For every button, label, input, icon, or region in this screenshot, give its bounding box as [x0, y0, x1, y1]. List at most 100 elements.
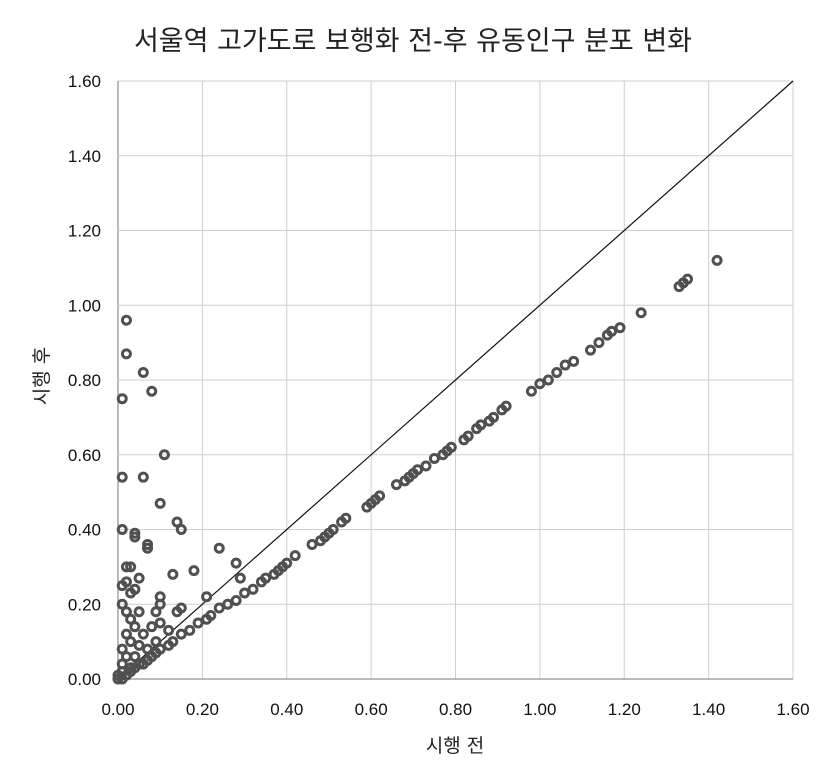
- data-point: [125, 636, 137, 648]
- x-tick-label: 1.00: [523, 700, 556, 719]
- data-point: [146, 621, 158, 633]
- data-point: [125, 561, 137, 573]
- data-point: [281, 557, 293, 569]
- data-point: [154, 617, 166, 629]
- x-tick-label: 0.60: [355, 700, 388, 719]
- data-point: [222, 598, 234, 610]
- data-point: [146, 385, 158, 397]
- data-point: [525, 385, 537, 397]
- data-point: [239, 587, 251, 599]
- x-tick-label: 0.20: [186, 700, 219, 719]
- data-point: [585, 344, 596, 356]
- data-point: [462, 430, 474, 442]
- data-point: [120, 314, 132, 326]
- x-tick-label: 0.40: [270, 700, 303, 719]
- data-point: [234, 572, 246, 584]
- data-point: [412, 464, 424, 476]
- data-point: [593, 337, 605, 349]
- data-point: [133, 658, 145, 670]
- data-point: [192, 617, 204, 629]
- data-point: [230, 557, 242, 569]
- data-point: [184, 624, 196, 636]
- reference-line: [117, 80, 794, 680]
- data-point: [133, 572, 145, 584]
- data-point: [682, 273, 694, 285]
- data-point: [116, 524, 128, 535]
- data-point: [116, 393, 128, 405]
- y-tick-label: 0.40: [68, 521, 101, 540]
- data-point: [500, 400, 512, 412]
- x-axis-label: 시행 전: [426, 735, 484, 757]
- data-point: [340, 512, 352, 524]
- data-point: [260, 572, 272, 584]
- data-point: [327, 524, 339, 535]
- data-point: [420, 460, 432, 472]
- y-tick-label: 1.00: [68, 296, 101, 315]
- data-point: [230, 595, 242, 607]
- data-point: [374, 490, 386, 502]
- y-tick-label: 1.60: [68, 72, 101, 91]
- data-point: [614, 322, 626, 334]
- data-point: [175, 628, 187, 640]
- y-tick-labels: 0.00 0.20 0.40 0.60 0.80 1.00 1.20 1.40 1.60: [68, 72, 101, 689]
- data-point: [475, 419, 487, 431]
- data-point: [120, 576, 132, 588]
- data-point: [167, 636, 179, 648]
- data-point: [116, 598, 128, 610]
- data-point: [137, 628, 149, 640]
- x-tick-label: 1.60: [776, 700, 809, 719]
- data-point: [154, 497, 166, 509]
- data-point: [150, 606, 162, 618]
- data-point: [201, 591, 213, 603]
- y-tick-label: 0.80: [68, 371, 101, 390]
- data-point: [129, 583, 141, 595]
- data-points: [112, 254, 723, 685]
- data-point: [213, 542, 225, 554]
- y-tick-label: 0.20: [68, 595, 101, 614]
- data-point: [428, 452, 440, 464]
- data-point: [568, 355, 580, 367]
- data-point: [129, 621, 141, 633]
- data-point: [175, 524, 187, 535]
- data-point: [542, 374, 554, 386]
- x-tick-labels: 0.00 0.20 0.40 0.60 0.80 1.00 1.20 1.40 1.60: [101, 700, 809, 719]
- data-point: [306, 538, 318, 550]
- data-point: [133, 606, 145, 618]
- data-point: [606, 325, 618, 337]
- data-point: [167, 568, 179, 580]
- data-point: [137, 471, 149, 483]
- y-tick-label: 1.20: [68, 222, 101, 241]
- data-point: [188, 565, 200, 577]
- data-point: [534, 378, 546, 390]
- data-point: [116, 471, 128, 483]
- data-point: [247, 583, 259, 595]
- data-point: [133, 639, 145, 651]
- data-point: [142, 542, 154, 554]
- data-point: [559, 359, 571, 371]
- chart-title: 서울역 고가도로 보행화 전-후 유동인구 분포 변화: [134, 26, 692, 57]
- y-tick-label: 0.60: [68, 446, 101, 465]
- data-point: [154, 643, 166, 655]
- y-axis-label: 시행 후: [31, 347, 53, 405]
- data-point: [487, 411, 499, 423]
- data-point: [711, 254, 723, 266]
- data-point: [120, 348, 132, 360]
- data-point: [205, 609, 217, 621]
- data-point: [120, 561, 132, 573]
- reference-line-group: [117, 80, 794, 680]
- data-point: [129, 531, 141, 543]
- data-point: [289, 550, 301, 562]
- data-point: [390, 479, 402, 491]
- y-tick-label: 1.40: [68, 147, 101, 166]
- y-tick-label: 0.00: [68, 670, 101, 689]
- x-tick-label: 1.40: [692, 700, 725, 719]
- data-point: [171, 606, 183, 618]
- data-point: [445, 441, 457, 453]
- x-tick-label: 1.20: [608, 700, 641, 719]
- data-point: [158, 449, 170, 461]
- data-point: [551, 367, 563, 379]
- data-point: [213, 602, 225, 614]
- data-point: [163, 624, 175, 636]
- data-point: [137, 367, 149, 379]
